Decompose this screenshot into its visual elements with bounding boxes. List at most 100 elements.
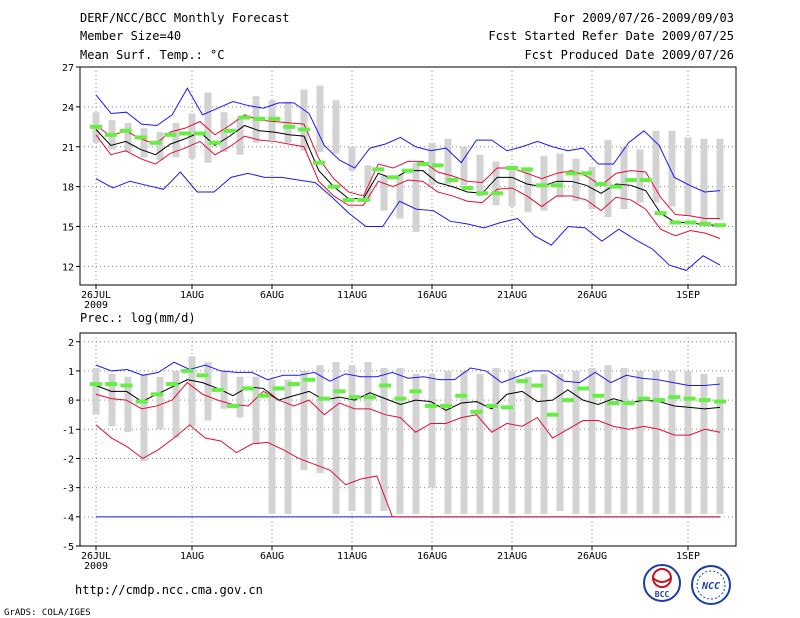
median-marker [363,395,376,400]
median-marker [333,389,346,394]
box-bar [428,373,436,488]
envelope-lower-line [95,171,721,271]
y-tick-label: 24 [62,103,74,114]
box-bar [556,373,564,511]
median-marker [431,163,444,168]
x-tick-label: 26AUG [577,290,607,301]
median-marker [379,383,392,388]
median-marker [372,167,385,172]
y-tick-label: -2 [62,454,74,465]
box-bar [364,165,372,202]
x-tick-label: 1AUG [180,290,204,301]
box-bar [300,370,308,471]
box-bar [204,92,212,163]
box-bar [188,356,196,427]
median-marker [318,396,331,401]
x-tick-label: 1SEP [676,290,700,301]
box-bar [284,379,292,514]
box-bar [652,130,660,203]
grads-credit: GrADS: COLA/IGES [4,608,91,618]
box-bar [332,100,340,154]
box-bar [556,153,564,198]
median-marker [298,127,310,132]
box-bar [684,370,692,514]
median-marker [455,393,468,398]
median-marker [416,162,429,167]
box-bar [700,138,708,227]
median-marker [134,135,147,140]
x-tick-label: 26JUL [81,290,111,301]
box-bar [620,368,628,514]
median-marker [312,160,325,165]
box-bar [156,132,164,161]
median-marker [624,177,637,182]
box-bar [460,146,468,186]
box-bar [140,128,148,158]
median-marker [699,221,712,226]
median-marker [684,220,697,225]
median-marker [208,140,221,145]
median-marker [653,398,666,403]
median-marker [506,166,518,171]
box-bar [668,130,676,207]
median-marker [607,401,620,406]
box-bar [588,368,596,514]
box-bar [284,101,292,143]
box-bar [316,365,324,474]
box-bar [124,376,132,433]
x-tick-label: 6AUG [260,551,284,562]
median-marker [424,403,437,408]
box-bar [172,122,180,158]
y-tick-label: -4 [62,513,74,524]
box-bar [364,362,372,514]
median-marker [654,211,667,216]
median-marker [546,412,559,417]
box-bar [476,373,484,514]
box-bar [396,174,404,219]
median-marker [531,383,544,388]
median-marker [394,396,407,401]
median-marker [592,393,605,398]
median-marker [669,220,682,225]
box-bar [236,116,244,155]
median-marker [223,128,236,133]
median-marker [440,403,453,408]
median-marker [698,398,711,403]
y-tick-label: -3 [62,484,74,495]
median-marker [683,396,696,401]
box-bar [396,368,404,514]
box-bar [108,373,116,427]
box-bar [460,370,468,514]
box-bar [316,85,324,153]
x-tick-label: 26JUL [81,551,111,562]
median-marker [342,197,355,202]
box-bar [252,376,260,444]
median-marker [150,392,163,397]
median-marker [253,116,266,121]
median-marker [149,140,162,145]
median-marker [561,398,574,403]
box-bar [684,137,692,216]
precipitation-panel: 2 1 0 -1 -2 -3 -4 -5 26JUL 1AUG 6AUG 11AUG 16AUG 21AU… [62,332,737,572]
box-bar [140,373,148,462]
bcc-logo-text: BCC [655,590,670,599]
x-tick-label: 1SEP [676,551,700,562]
median-marker [491,191,504,196]
median-marker [476,191,489,196]
median-marker [181,368,194,373]
median-marker [461,185,474,190]
source-url[interactable]: http://cmdp.ncc.cma.gov.cn [75,583,263,597]
x-tick-label: 21AUG [497,290,527,301]
x-tick-label: 16AUG [417,290,447,301]
x-tick-label: 1AUG [180,551,204,562]
x-year-label: 2009 [84,300,108,311]
box-bar [620,146,628,210]
plot-frame [79,332,737,547]
y-tick-label: 18 [62,183,74,194]
box-bar [508,370,516,514]
x-tick-label: 11AUG [337,551,367,562]
median-marker [470,409,483,414]
box-bar [156,376,164,430]
envelope-upper-line [95,361,721,387]
